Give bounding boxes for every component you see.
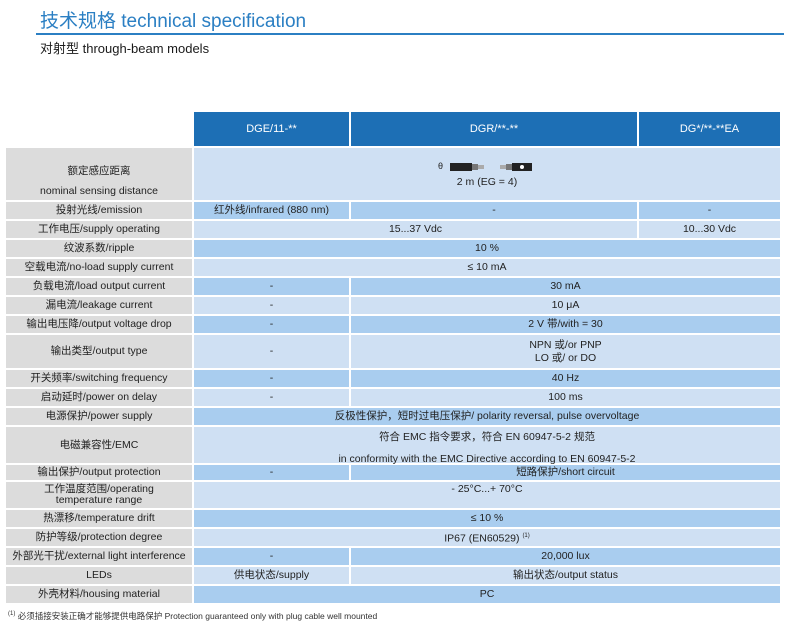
cell-value: 30 mA	[351, 278, 780, 295]
cell-value: 2 V 带/with = 30	[351, 316, 780, 333]
row-label: 输出保护/output protection	[6, 465, 192, 480]
column-header-dg-ea: DG*/**-**EA	[639, 112, 780, 146]
cell-value: ≤ 10 %	[194, 510, 780, 527]
row-operating-temperature: 工作温度范围/operating temperature range - 25°…	[6, 482, 780, 508]
row-label: 负载电流/load output current	[6, 278, 192, 295]
row-supply-operating: 工作电压/supply operating 15...37 Vdc 10...3…	[6, 221, 780, 238]
row-label-en: nominal sensing distance	[40, 185, 158, 197]
row-label-cn: 额定感应距离	[67, 165, 131, 177]
row-label: 电磁兼容性/EMC	[6, 427, 192, 463]
footnote-marker: (1)	[522, 532, 530, 539]
cell-value: PC	[194, 586, 780, 603]
cell-value: IP67 (EN60529)	[444, 532, 520, 545]
row-label: 投射光线/emission	[6, 202, 192, 219]
cell-value: -	[194, 465, 349, 480]
sensor-symbol: θ	[437, 161, 443, 171]
cell-value: 红外线/infrared (880 nm)	[194, 202, 349, 219]
row-output-type: 输出类型/output type - NPN 或/or PNP LO 或/ or…	[6, 335, 780, 368]
footnote-text: 必须插接安装正确才能够提供电路保护 Protection guaranteed …	[17, 611, 378, 621]
row-leakage-current: 漏电流/leakage current - 10 μA	[6, 297, 780, 314]
row-label: 防护等级/protection degree	[6, 529, 192, 546]
cell-value-line: NPN 或/or PNP	[529, 338, 602, 351]
cell-value: -	[194, 335, 349, 368]
cell-value-line: 符合 EMC 指令要求，符合 EN 60947-5-2 规范	[379, 431, 595, 443]
cell-value-line: LO 或/ or DO	[534, 351, 597, 364]
row-housing-material: 外壳材料/housing material PC	[6, 586, 780, 603]
page-title: 技术规格 technical specification	[40, 11, 307, 32]
row-label: 空载电流/no-load supply current	[6, 259, 192, 276]
row-ripple: 纹波系数/ripple 10 %	[6, 240, 780, 257]
row-label: 纹波系数/ripple	[6, 240, 192, 257]
row-no-load-current: 空载电流/no-load supply current ≤ 10 mA	[6, 259, 780, 276]
row-label: 开关频率/switching frequency	[6, 370, 192, 387]
cell-value: 40 Hz	[351, 370, 780, 387]
sensing-distance-value: 2 m (EG = 4)	[456, 175, 518, 188]
cell-value: ≤ 10 mA	[194, 259, 780, 276]
cell-value: -	[194, 316, 349, 333]
footnote: (1) 必须插接安装正确才能够提供电路保护 Protection guarant…	[8, 610, 377, 622]
row-label: 启动延时/power on delay	[6, 389, 192, 406]
title-divider	[36, 33, 784, 35]
row-emc: 电磁兼容性/EMC 符合 EMC 指令要求，符合 EN 60947-5-2 规范…	[6, 427, 780, 465]
column-header-dgr: DGR/**-**	[351, 112, 637, 146]
row-load-current: 负载电流/load output current - 30 mA	[6, 278, 780, 295]
row-external-light: 外部光干扰/external light interference - 20,0…	[6, 548, 780, 565]
cell-value: -	[194, 278, 349, 295]
cell-value: -	[639, 202, 780, 219]
cell-value: 100 ms	[351, 389, 780, 406]
row-label-line: 工作温度范围/operating	[44, 483, 154, 495]
cell-value: 10...30 Vdc	[639, 221, 780, 238]
cell-value: 供电状态/supply	[194, 567, 349, 584]
row-switching-frequency: 开关频率/switching frequency - 40 Hz	[6, 370, 780, 387]
row-voltage-drop: 输出电压降/output voltage drop - 2 V 带/with =…	[6, 316, 780, 333]
cell-value: - 25°C...+ 70°C	[194, 482, 780, 508]
row-power-on-delay: 启动延时/power on delay - 100 ms	[6, 389, 780, 406]
cell-value: 20,000 lux	[351, 548, 780, 565]
row-protection-degree: 防护等级/protection degree IP67 (EN60529) (1…	[6, 529, 780, 546]
cell-value: -	[194, 389, 349, 406]
row-label: 电源保护/power supply	[6, 408, 192, 425]
page-subtitle: 对射型 through-beam models	[40, 41, 210, 56]
sensor-pair-graphic	[450, 162, 532, 171]
row-output-protection: 输出保护/output protection - 短路保护/short circ…	[6, 465, 780, 480]
row-label: 输出电压降/output voltage drop	[6, 316, 192, 333]
cell-value: -	[194, 297, 349, 314]
row-label: 热漂移/temperature drift	[6, 510, 192, 527]
row-emission: 投射光线/emission 红外线/infrared (880 nm) - -	[6, 202, 780, 219]
through-beam-sensor-icon: θ	[438, 160, 536, 174]
cell-value-line: in conformity with the EMC Directive acc…	[338, 453, 636, 465]
cell-value: -	[351, 202, 637, 219]
row-label-line: temperature range	[55, 494, 143, 506]
row-label: 工作电压/supply operating	[6, 221, 192, 238]
row-label: 漏电流/leakage current	[6, 297, 192, 314]
row-temperature-drift: 热漂移/temperature drift ≤ 10 %	[6, 510, 780, 527]
cell-value: 10 %	[194, 240, 780, 257]
row-leds: LEDs 供电状态/supply 输出状态/output status	[6, 567, 780, 584]
row-label: 外部光干扰/external light interference	[6, 548, 192, 565]
cell-value: 短路保护/short circuit	[351, 465, 780, 480]
cell-value: 输出状态/output status	[351, 567, 780, 584]
row-label: LEDs	[6, 567, 192, 584]
cell-value: -	[194, 548, 349, 565]
cell-value: 15...37 Vdc	[194, 221, 637, 238]
column-header-dge: DGE/11-**	[194, 112, 349, 146]
row-sensing-distance: 额定感应距离 nominal sensing distance θ 2 m (E…	[6, 148, 780, 200]
cell-value: 反极性保护，短时过电压保护/ polarity reversal, pulse …	[194, 408, 780, 425]
row-label: 输出类型/output type	[6, 335, 192, 368]
row-label: 外壳材料/housing material	[6, 586, 192, 603]
cell-value: -	[194, 370, 349, 387]
cell-value: 10 μA	[351, 297, 780, 314]
row-power-supply: 电源保护/power supply 反极性保护，短时过电压保护/ polarit…	[6, 408, 780, 425]
footnote-marker: (1)	[8, 611, 16, 618]
